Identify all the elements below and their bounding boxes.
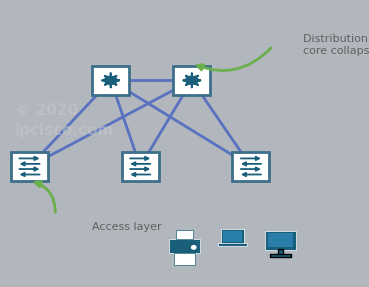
FancyBboxPatch shape <box>176 230 193 239</box>
FancyBboxPatch shape <box>218 243 247 246</box>
FancyBboxPatch shape <box>122 152 159 181</box>
FancyBboxPatch shape <box>173 66 210 95</box>
FancyBboxPatch shape <box>232 152 269 181</box>
FancyBboxPatch shape <box>270 254 291 257</box>
FancyBboxPatch shape <box>174 253 195 265</box>
FancyBboxPatch shape <box>223 231 242 242</box>
Circle shape <box>107 77 115 84</box>
FancyBboxPatch shape <box>268 233 293 247</box>
Circle shape <box>188 77 196 84</box>
FancyBboxPatch shape <box>265 231 296 250</box>
FancyBboxPatch shape <box>221 229 244 244</box>
FancyBboxPatch shape <box>11 152 48 181</box>
FancyBboxPatch shape <box>278 249 283 255</box>
Text: Access layer: Access layer <box>92 222 162 232</box>
FancyBboxPatch shape <box>169 239 200 253</box>
FancyBboxPatch shape <box>92 66 129 95</box>
Text: Distribution and
core collapsed: Distribution and core collapsed <box>303 34 369 56</box>
Text: © 2020
ipcisco.com: © 2020 ipcisco.com <box>15 103 114 138</box>
Circle shape <box>192 246 196 249</box>
